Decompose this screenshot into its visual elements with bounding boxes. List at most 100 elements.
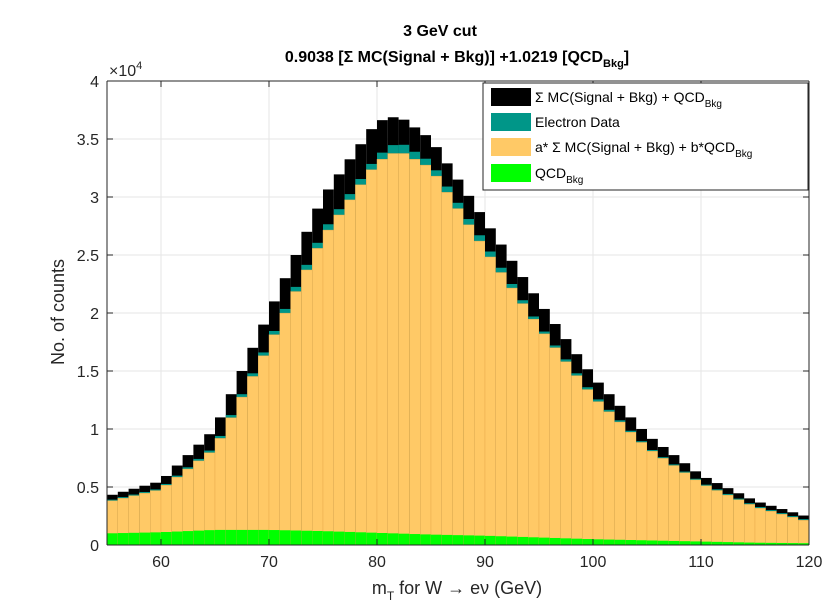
- bar-qcd: [549, 537, 561, 545]
- bar-qcd: [366, 532, 377, 545]
- bar-qcd: [765, 542, 777, 545]
- bar-qcd: [517, 536, 529, 545]
- bar-qcd: [657, 540, 669, 545]
- bar-qcd: [269, 530, 280, 545]
- bar-qcd: [539, 537, 550, 545]
- bar-scaled-mc: [484, 256, 497, 546]
- bar-scaled-mc: [301, 269, 313, 546]
- bar-scaled-mc: [225, 417, 237, 546]
- bar-qcd: [668, 540, 680, 545]
- bar-scaled-mc: [441, 192, 453, 546]
- bar-qcd: [247, 529, 259, 545]
- x-tick-label: 100: [580, 554, 607, 571]
- bar-qcd: [495, 536, 507, 545]
- bar-qcd: [171, 531, 183, 545]
- bar-qcd: [193, 530, 205, 545]
- legend-box: [482, 82, 809, 191]
- bar-scaled-mc: [744, 504, 756, 546]
- bar-qcd: [690, 541, 701, 545]
- bar-qcd: [236, 529, 248, 545]
- y-tick-label: 0.5: [77, 480, 99, 497]
- y-tick-label: 3.5: [77, 132, 99, 149]
- bar-scaled-mc: [690, 479, 702, 546]
- y-tick-label: 0: [90, 538, 99, 555]
- bar-qcd: [128, 532, 140, 545]
- bar-qcd: [161, 532, 172, 545]
- bar-qcd: [776, 542, 788, 545]
- bar-scaled-mc: [614, 421, 626, 546]
- bar-qcd: [107, 533, 118, 545]
- bar-qcd: [333, 531, 345, 545]
- bar-qcd: [377, 532, 388, 545]
- bar-scaled-mc: [495, 272, 507, 546]
- bar-scaled-mc: [290, 291, 302, 546]
- bar-qcd: [139, 532, 151, 545]
- bar-qcd: [441, 534, 453, 545]
- bar-qcd: [506, 536, 518, 545]
- x-tick-label: 110: [688, 554, 714, 571]
- bar-scaled-mc: [258, 355, 270, 546]
- y-tick-label: 1.5: [77, 364, 99, 381]
- bar-qcd: [463, 535, 475, 545]
- bar-scaled-mc: [344, 199, 356, 546]
- bar-scaled-mc: [722, 494, 734, 546]
- legend-label: Electron Data: [535, 114, 620, 130]
- bar-scaled-mc: [733, 499, 745, 546]
- bar-qcd: [701, 541, 712, 545]
- bar-qcd: [398, 533, 410, 545]
- bar-scaled-mc: [430, 175, 443, 546]
- bar-scaled-mc: [409, 159, 421, 546]
- bar-scaled-mc: [506, 287, 518, 546]
- bar-scaled-mc: [787, 517, 799, 546]
- bar-scaled-mc: [700, 485, 713, 546]
- bar-qcd: [711, 541, 723, 545]
- bar-qcd: [485, 535, 496, 545]
- legend-swatch: [491, 113, 531, 131]
- bar-qcd: [290, 530, 302, 545]
- legend-swatch: [491, 164, 531, 182]
- bar-qcd: [355, 532, 367, 545]
- bar-scaled-mc: [798, 520, 810, 546]
- bar-scaled-mc: [463, 224, 475, 546]
- bar-scaled-mc: [279, 312, 291, 546]
- bar-qcd: [474, 535, 485, 545]
- bar-qcd: [679, 541, 691, 545]
- bar-scaled-mc: [636, 442, 648, 546]
- tick-labels: 60 70 80 90 100 110 120 0 0.5 1 1.5 2 2.5 3 3.5 4: [77, 74, 823, 571]
- bar-qcd: [614, 539, 626, 545]
- bar-scaled-mc: [452, 208, 464, 546]
- y-tick-label: 3: [90, 190, 99, 207]
- bar-scaled-mc: [247, 376, 259, 546]
- x-tick-label: 120: [796, 554, 823, 571]
- bar-scaled-mc: [754, 508, 767, 546]
- chart-title-line2: 0.9038 [Σ MC(Signal + Bkg)] +1.0219 [QCD…: [285, 49, 629, 70]
- bar-qcd: [323, 531, 334, 545]
- legend-label: a* Σ MC(Signal + Bkg) + b*QCDBkg: [535, 139, 752, 160]
- bar-qcd: [625, 540, 637, 545]
- bar-scaled-mc: [366, 169, 378, 546]
- bar-scaled-mc: [571, 375, 583, 546]
- bar-scaled-mc: [625, 432, 637, 546]
- bar-scaled-mc: [214, 438, 227, 546]
- bar-scaled-mc: [776, 514, 788, 546]
- bar-qcd: [312, 530, 323, 545]
- axes: [106, 80, 810, 546]
- bar-qcd: [409, 534, 421, 545]
- bar-qcd: [636, 540, 647, 545]
- bar-qcd: [603, 539, 615, 545]
- bar-qcd: [582, 539, 593, 545]
- x-tick-label: 60: [152, 554, 170, 571]
- bar-scaled-mc: [538, 333, 551, 546]
- bar-qcd: [560, 538, 572, 545]
- bar-scaled-mc: [387, 153, 399, 546]
- bar-qcd: [431, 534, 442, 545]
- bar-qcd: [420, 534, 431, 545]
- legend-swatch: [491, 88, 531, 106]
- bar-scaled-mc: [333, 214, 345, 546]
- x-tick-label: 90: [476, 554, 494, 571]
- x-tick-label: 80: [368, 554, 386, 571]
- bar-scaled-mc: [322, 229, 335, 546]
- legend-label: Σ MC(Signal + Bkg) + QCDBkg: [535, 89, 722, 110]
- chart-title-line1: 3 GeV cut: [403, 23, 477, 40]
